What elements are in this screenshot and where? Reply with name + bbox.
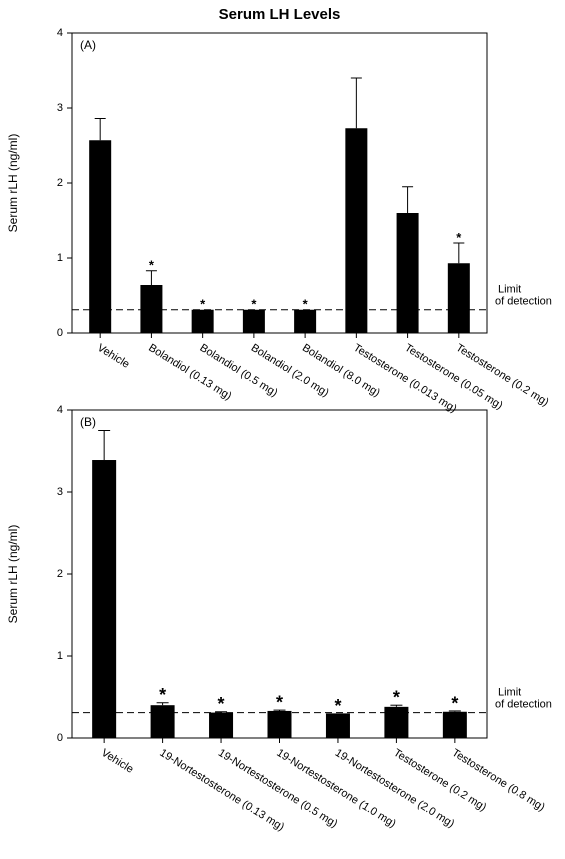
bar: [325, 713, 350, 738]
bar: [92, 460, 117, 738]
y-tick-label: 0: [57, 732, 63, 744]
bar: [191, 309, 214, 333]
bar: [89, 140, 112, 333]
significance-marker: *: [456, 230, 462, 245]
x-tick-label: Vehicle: [99, 747, 135, 776]
significance-marker: *: [393, 688, 400, 708]
y-tick-label: 0: [57, 327, 63, 339]
y-tick-label: 3: [57, 102, 63, 114]
plot-frame: [71, 409, 488, 739]
x-tick-label: Testosterone (0.2 mg): [454, 342, 551, 409]
significance-marker: *: [251, 297, 257, 312]
y-tick-label: 1: [57, 650, 63, 662]
panel-label: (A): [80, 38, 96, 52]
bar: [209, 712, 234, 738]
significance-marker: *: [149, 258, 155, 273]
bar: [140, 285, 163, 333]
bar: [150, 705, 175, 738]
plot-frame: [71, 32, 488, 334]
detection-limit-label: Limit: [498, 686, 521, 698]
y-tick-label: 4: [57, 27, 63, 39]
significance-marker: *: [218, 694, 225, 714]
y-tick-label: 4: [57, 404, 63, 416]
bar: [442, 711, 467, 738]
y-tick-label: 3: [57, 486, 63, 498]
significance-marker: *: [334, 696, 341, 716]
panel-label: (B): [80, 415, 96, 429]
y-axis-label: Serum rLH (ng/ml): [6, 134, 20, 233]
y-tick-label: 2: [57, 568, 63, 580]
detection-limit-label: of detection: [495, 296, 552, 308]
significance-marker: *: [303, 297, 309, 312]
detection-limit-label: of detection: [495, 698, 552, 710]
bar: [396, 213, 419, 333]
bar: [384, 706, 409, 738]
significance-marker: *: [159, 685, 166, 705]
bar: [242, 309, 265, 333]
chart-title: Serum LH Levels: [219, 6, 341, 23]
y-tick-label: 1: [57, 252, 63, 264]
bar: [447, 263, 470, 333]
x-tick-label: Vehicle: [95, 342, 131, 371]
significance-marker: *: [200, 297, 206, 312]
y-axis-label: Serum rLH (ng/ml): [6, 525, 20, 624]
bar: [267, 710, 292, 738]
bar: [345, 128, 368, 333]
y-tick-label: 2: [57, 177, 63, 189]
detection-limit-label: Limit: [498, 284, 521, 296]
x-tick-label: Bolandiol (0.13 mg): [146, 342, 233, 403]
significance-marker: *: [276, 693, 283, 713]
x-tick-label: Testosterone (0.8 mg): [450, 747, 547, 814]
bar: [294, 309, 317, 333]
significance-marker: *: [451, 693, 458, 713]
